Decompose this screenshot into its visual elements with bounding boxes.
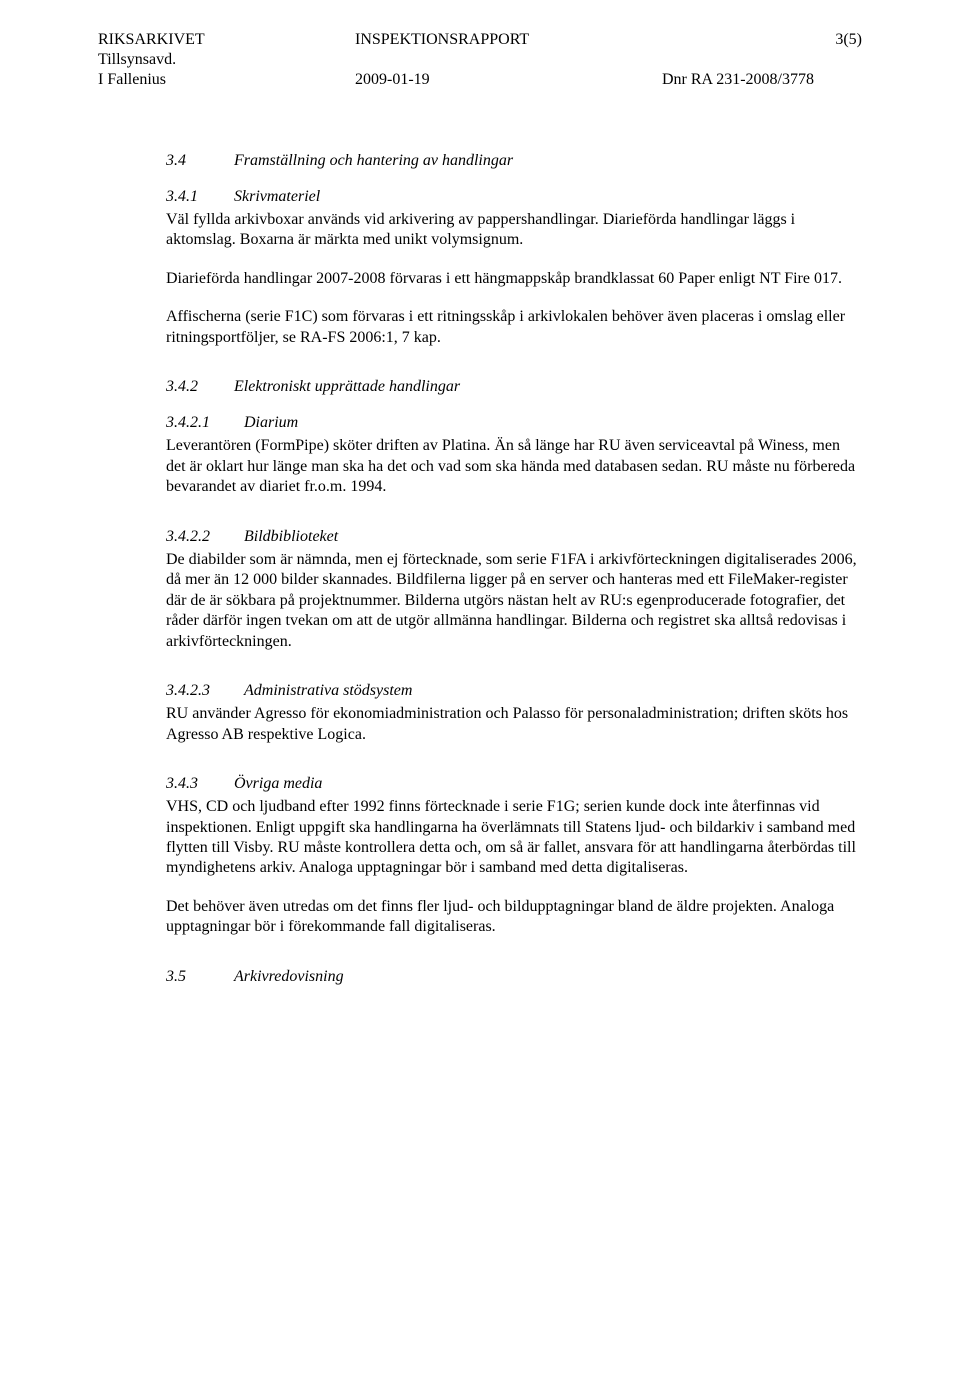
section-title: Administrativa stödsystem — [244, 682, 412, 700]
header-row-3: I Fallenius 2009-01-19 Dnr RA 231-2008/3… — [98, 70, 862, 90]
section-heading: 3.4.2.3 Administrativa stödsystem — [166, 682, 862, 700]
section-num: 3.4.2.3 — [166, 682, 244, 700]
body-paragraph: Väl fyllda arkivboxar används vid arkive… — [166, 210, 862, 251]
header-row-2: Tillsynsavd. — [98, 50, 862, 70]
section-heading: 3.4.2.2 Bildbiblioteket — [166, 528, 862, 546]
header-pagenum: 3(5) — [662, 30, 862, 50]
section-heading: 3.4 Framställning och hantering av handl… — [166, 152, 862, 170]
section-title: Framställning och hantering av handlinga… — [234, 152, 513, 170]
body-paragraph: De diabilder som är nämnda, men ej förte… — [166, 550, 862, 652]
body-paragraph: RU använder Agresso för ekonomiadministr… — [166, 704, 862, 745]
section-num: 3.4.2.1 — [166, 414, 244, 432]
section-heading: 3.4.3 Övriga media — [166, 775, 862, 793]
header-title: INSPEKTIONSRAPPORT — [355, 30, 615, 50]
header-org: RIKSARKIVET — [98, 30, 308, 50]
section-title: Bildbiblioteket — [244, 528, 338, 546]
body-paragraph: Diarieförda handlingar 2007-2008 förvara… — [166, 269, 862, 289]
section-title: Elektroniskt upprättade handlingar — [234, 378, 460, 396]
header-author: I Fallenius — [98, 70, 308, 90]
header-dept: Tillsynsavd. — [98, 50, 308, 70]
section-heading: 3.4.2.1 Diarium — [166, 414, 862, 432]
section-num: 3.4.2 — [166, 378, 234, 396]
header-row-1: RIKSARKIVET INSPEKTIONSRAPPORT 3(5) — [98, 30, 862, 50]
section-title: Arkivredovisning — [234, 968, 344, 986]
header-ref: Dnr RA 231-2008/3778 — [662, 70, 862, 90]
section-num: 3.4.3 — [166, 775, 234, 793]
document-page: RIKSARKIVET INSPEKTIONSRAPPORT 3(5) Till… — [0, 0, 960, 1383]
content-body: 3.4 Framställning och hantering av handl… — [98, 152, 862, 986]
section-num: 3.4.2.2 — [166, 528, 244, 546]
body-paragraph: Det behöver även utredas om det finns fl… — [166, 897, 862, 938]
section-num: 3.5 — [166, 968, 234, 986]
section-num: 3.4 — [166, 152, 234, 170]
section-heading: 3.5 Arkivredovisning — [166, 968, 862, 986]
section-title: Diarium — [244, 414, 298, 432]
body-paragraph: VHS, CD och ljudband efter 1992 finns fö… — [166, 797, 862, 879]
body-paragraph: Leverantören (FormPipe) sköter driften a… — [166, 436, 862, 497]
header-date: 2009-01-19 — [355, 70, 615, 90]
body-paragraph: Affischerna (serie F1C) som förvaras i e… — [166, 307, 862, 348]
section-num: 3.4.1 — [166, 188, 234, 206]
section-title: Skrivmateriel — [234, 188, 320, 206]
section-heading: 3.4.1 Skrivmateriel — [166, 188, 862, 206]
section-heading: 3.4.2 Elektroniskt upprättade handlingar — [166, 378, 862, 396]
section-title: Övriga media — [234, 775, 322, 793]
